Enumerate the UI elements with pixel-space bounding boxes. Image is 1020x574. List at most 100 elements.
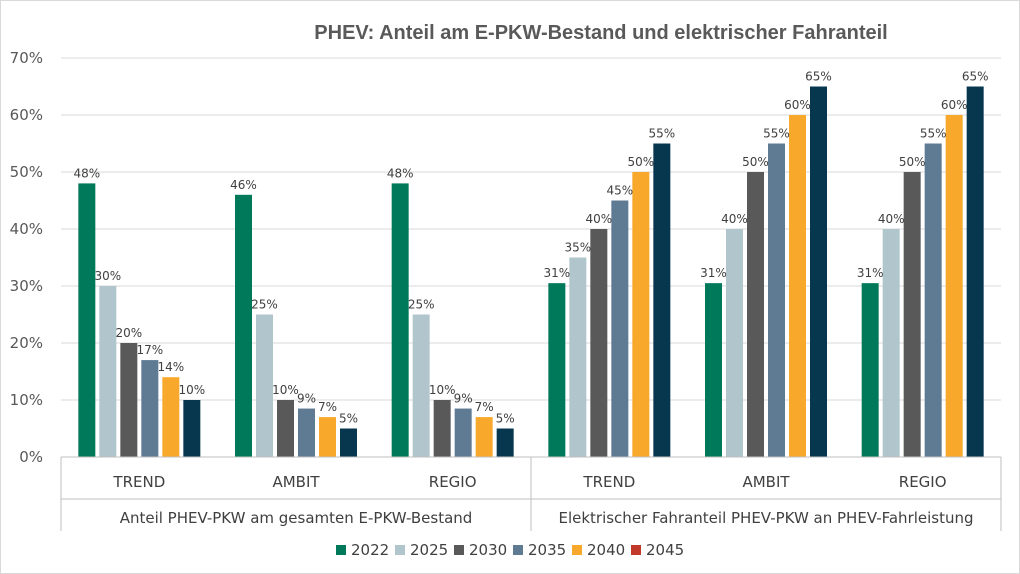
x-category-label: AMBIT [742,473,790,491]
bar-2035 [768,143,785,457]
data-label: 31% [543,266,570,280]
y-tick-label: 50% [10,163,43,181]
data-label: 10% [272,383,299,397]
data-label: 25% [251,298,278,312]
legend-swatch-2045 [631,545,641,555]
bar-extra [810,86,827,457]
bar-2030 [903,172,921,457]
data-label: 48% [387,166,414,180]
data-label: 5% [339,412,358,426]
data-label: 55% [920,127,947,141]
data-label: 40% [878,212,905,226]
bar-2025 [726,229,743,457]
bar-2022 [391,183,409,457]
bar-2035 [924,143,942,457]
y-axis-ticks: 0% 10% 20% 30% 40% 50% 60% 70% [10,49,43,466]
data-label: 46% [230,178,257,192]
x-axis: TREND AMBIT REGIO TREND AMBIT REGIO Anteil PHE… [60,456,1002,531]
data-label: 10% [429,383,456,397]
bar-2022 [78,183,96,457]
legend: 2022 2025 2030 2035 2040 2045 [336,541,684,559]
y-tick-label: 60% [10,106,43,124]
data-label: 65% [805,70,832,84]
data-label: 17% [136,343,163,357]
data-label: 31% [700,266,727,280]
x-category-label: REGIO [899,473,947,491]
bar-2022 [548,283,566,457]
bar-2025 [569,257,587,457]
bar-2040 [632,172,650,457]
bars [78,86,984,458]
bar-2030 [747,172,764,457]
x-category-label: TREND [582,473,635,491]
bar-extra [966,86,984,457]
data-label: 20% [115,326,142,340]
legend-label: 2022 [351,541,389,559]
data-label: 45% [606,184,633,198]
bar-2025 [99,286,117,457]
legend-label: 2040 [587,541,625,559]
data-label: 50% [899,155,926,169]
bar-2035 [454,408,472,457]
x-category-label: AMBIT [272,473,320,491]
x-category-label: TREND [112,473,165,491]
data-label: 40% [585,212,612,226]
data-label: 55% [763,127,790,141]
bar-2040 [319,417,336,457]
bar-2022 [705,283,722,457]
data-label: 25% [408,298,435,312]
data-label: 9% [454,392,473,406]
bar-2025 [412,314,430,457]
data-label: 60% [784,98,811,112]
bar-2025 [256,314,273,457]
bar-2035 [611,200,629,457]
y-tick-label: 20% [10,334,43,352]
data-label: 50% [627,155,654,169]
data-label: 7% [318,400,337,414]
chart-title: PHEV: Anteil am E-PKW-Bestand und elektr… [314,22,887,44]
y-tick-label: 70% [10,49,43,67]
data-label: 7% [475,400,494,414]
bar-2035 [298,408,315,457]
bar-2030 [590,229,608,457]
x-category-label: REGIO [429,473,477,491]
bar-2035 [141,360,159,457]
data-label: 50% [742,155,769,169]
data-label: 14% [157,360,184,374]
bar-2025 [882,229,900,457]
data-label: 30% [94,269,121,283]
bar-2030 [277,400,294,457]
data-label: 10% [178,383,205,397]
bar-extra [496,428,514,457]
bar-2022 [235,194,252,458]
bar-2030 [120,343,138,457]
legend-swatch-2035 [513,545,523,555]
data-label: 9% [297,392,316,406]
data-label: 48% [73,166,100,180]
x-group-label: Elektrischer Fahranteil PHEV-PKW an PHEV… [558,509,973,527]
bar-2030 [433,400,451,457]
y-tick-label: 40% [10,220,43,238]
bar-2040 [789,115,806,457]
legend-swatch-2030 [454,545,464,555]
x-group-label: Anteil PHEV-PKW am gesamten E-PKW-Bestan… [120,509,473,527]
legend-swatch-2022 [336,545,346,555]
legend-label: 2035 [528,541,566,559]
legend-label: 2045 [646,541,684,559]
legend-swatch-2025 [395,545,405,555]
data-label: 5% [496,412,515,426]
data-label: 55% [648,127,675,141]
bar-extra [340,428,357,457]
bar-2022 [861,283,879,457]
legend-label: 2025 [410,541,448,559]
bar-2040 [162,377,180,457]
data-labels: 48%30%20%17%14%10%46%25%10%9%7%5%48%25%1… [73,70,988,426]
bar-2040 [945,115,963,457]
legend-swatch-2040 [572,545,582,555]
bar-2040 [475,417,493,457]
data-label: 35% [564,241,591,255]
data-label: 65% [962,70,989,84]
data-label: 31% [857,266,884,280]
